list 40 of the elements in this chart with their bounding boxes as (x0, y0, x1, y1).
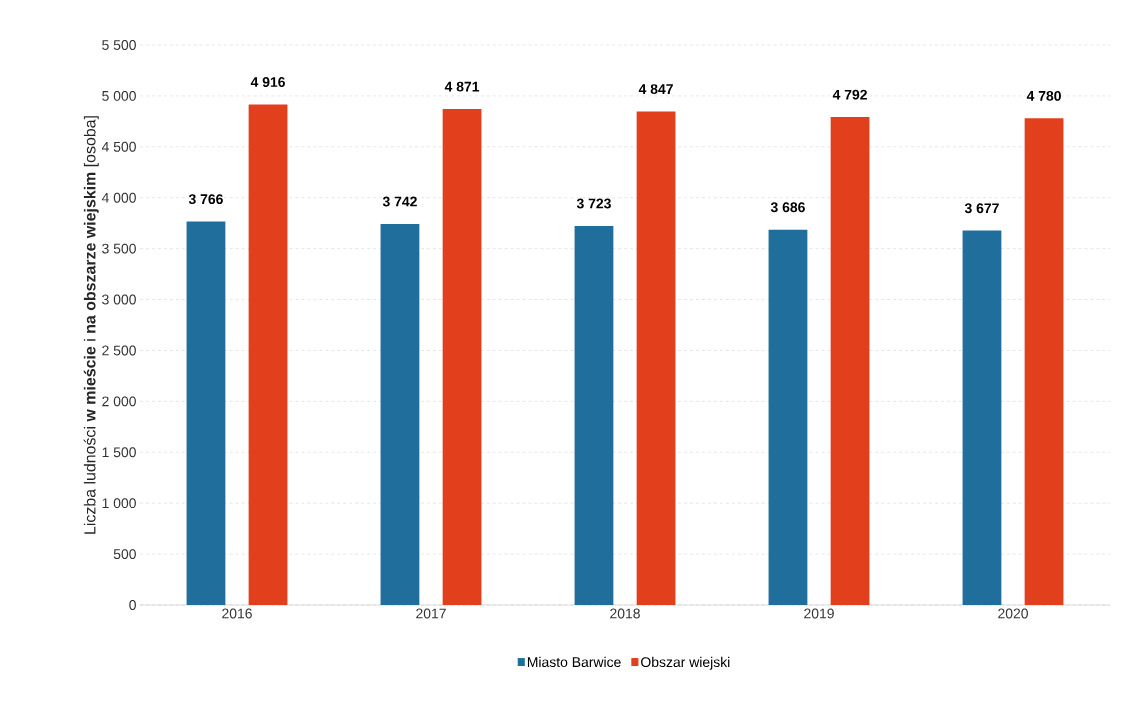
x-tick-label: 2018 (610, 608, 640, 619)
data-label: 4 847 (638, 84, 673, 95)
bar (442, 109, 482, 605)
bar (1024, 118, 1064, 605)
y-tick-label: 2 000 (102, 396, 136, 407)
data-label: 3 686 (770, 202, 805, 213)
y-tick-label: 4 500 (101, 141, 136, 152)
x-tick-label: 2020 (998, 608, 1028, 619)
legend-label: Obszar wiejski (641, 656, 730, 670)
legend-label: Miasto Barwice (527, 656, 621, 668)
data-label: 3 723 (576, 198, 611, 209)
y-tick-label: 1 500 (102, 447, 136, 458)
bar (574, 225, 614, 605)
bar (636, 111, 676, 605)
bar (380, 224, 420, 605)
y-axis-title: Liczba ludności w mieście i na obszarze wiejskim [osoba] (83, 116, 99, 534)
data-label: 4 780 (1026, 90, 1061, 101)
bar (962, 230, 1002, 605)
bar (768, 229, 808, 605)
x-tick-label: 2017 (416, 608, 446, 619)
y-tick-label: 500 (113, 549, 136, 560)
y-tick-label: 4 000 (101, 192, 136, 203)
y-tick-label: 0 (129, 600, 136, 610)
data-label: 4 871 (444, 81, 480, 92)
y-tick-label: 3 000 (102, 294, 136, 305)
bar (186, 221, 226, 605)
data-label: 4 916 (250, 77, 285, 87)
x-tick-label: 2016 (222, 608, 252, 619)
data-label: 3 766 (188, 194, 223, 205)
data-label: 4 792 (832, 89, 867, 100)
y-tick-label: 2 500 (102, 345, 136, 356)
y-tick-label: 5 000 (102, 90, 136, 101)
bar (248, 104, 288, 605)
y-tick-label: 1 000 (102, 498, 136, 509)
bar (830, 117, 870, 605)
data-label: 3 677 (964, 203, 999, 214)
data-label: 3 742 (382, 196, 417, 207)
y-tick-label: 3 500 (102, 243, 136, 254)
y-tick-label: 5 500 (102, 40, 136, 50)
x-tick-label: 2019 (804, 608, 834, 619)
